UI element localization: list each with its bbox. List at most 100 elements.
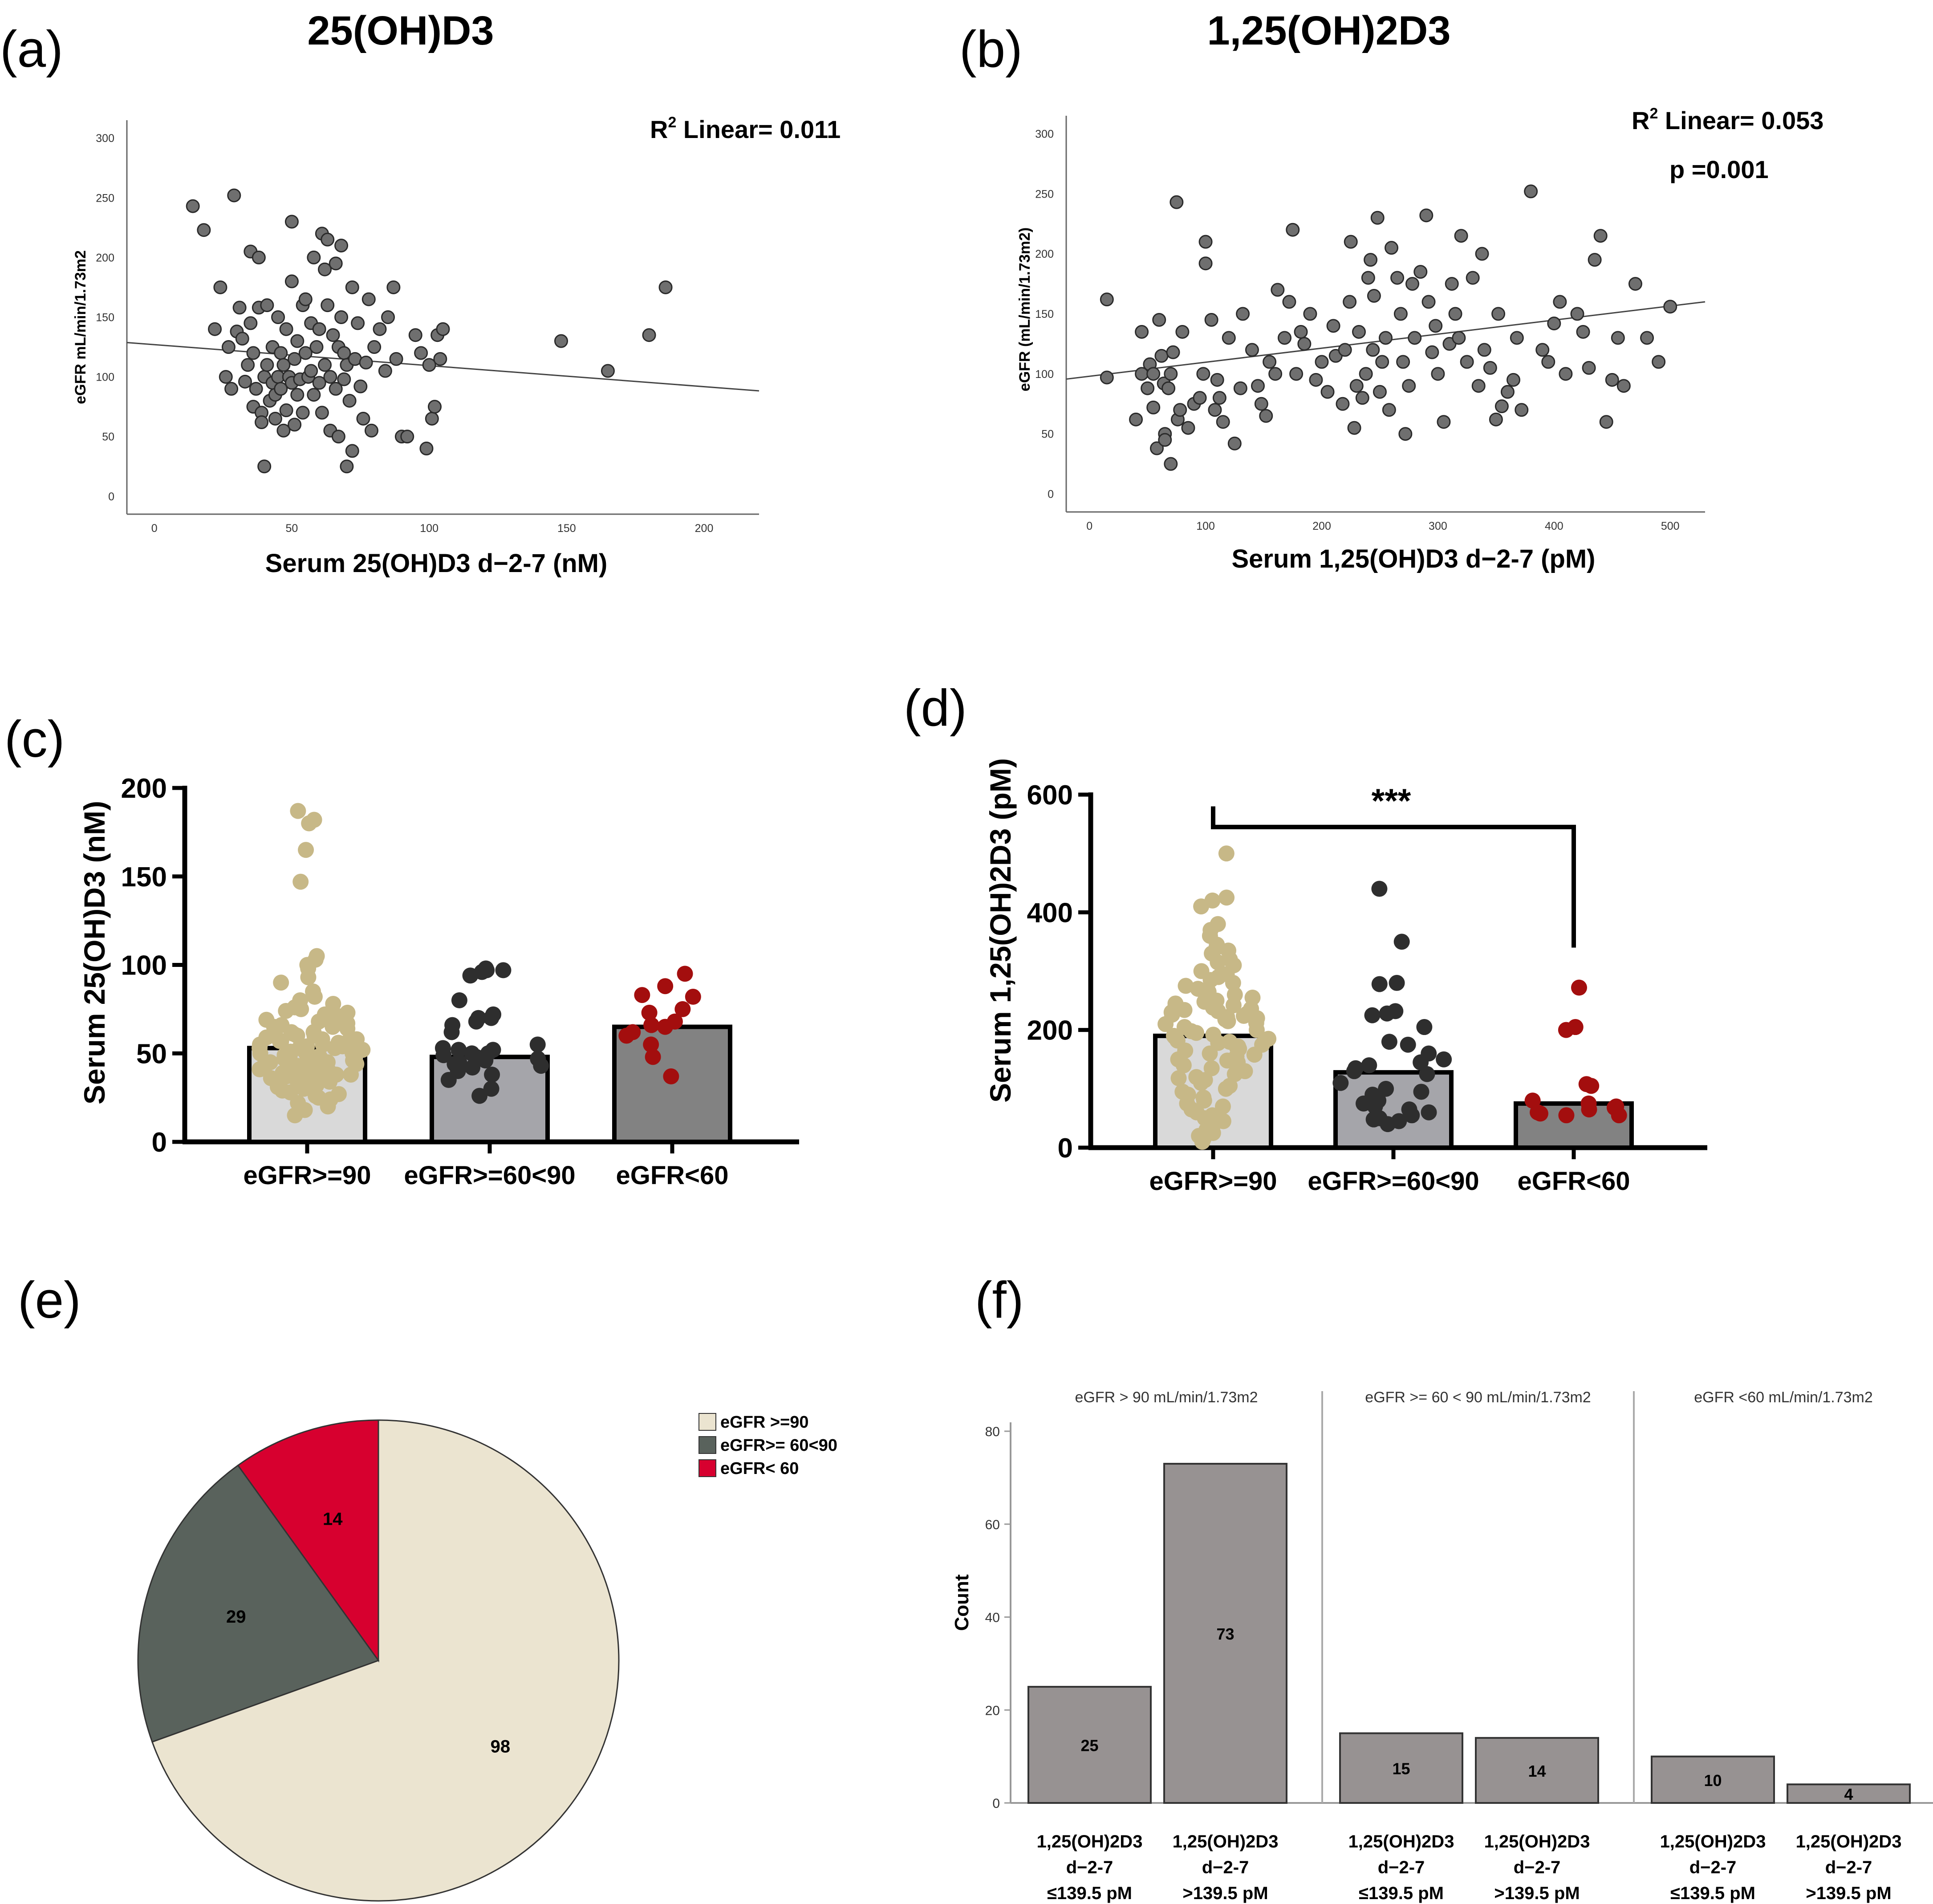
y-axis-label-c: Serum 25(OH)D3 (nM) [78,801,111,1104]
scatter-point-b [1233,381,1247,395]
data-dot-c [440,1072,457,1088]
y-tick-label-b: 0 [1048,488,1054,501]
scatter-point-a [386,280,401,294]
data-dot-c [339,1020,356,1037]
scatter-point-b [1445,277,1459,291]
x-tick-label-b: 200 [1312,520,1331,532]
scatter-point-a [554,334,568,348]
data-dot-d [1379,1005,1395,1022]
scatter-point-a [351,316,365,330]
scatter-point-a [268,411,282,426]
data-dot-d [1218,845,1235,862]
scatter-point-b [1628,277,1642,291]
x-tick-label-a: 100 [420,522,439,535]
scatter-point-a [208,322,222,336]
scatter-point-a [433,352,447,366]
data-dot-d [1393,934,1410,950]
data-dot-d [1332,1075,1349,1091]
scatter-point-b [1355,391,1369,405]
scatter-point-b [1359,367,1373,381]
scatter-point-b [1385,241,1399,255]
scatter-point-b [1652,355,1666,369]
bar-panel-d: Serum 1,25(OH)2D3 (pM) *** 0 200 400 600 eGF… [984,758,1707,1196]
scatter-point-b [1425,345,1439,359]
category-label-f: 1,25(OH)2D3 [1484,1832,1590,1851]
scatter-point-b [1251,379,1265,393]
scatter-point-b [1373,385,1387,399]
data-dot-c [641,1004,658,1021]
count-bar-label-f: 73 [1216,1625,1234,1643]
data-dot-c [483,1010,499,1026]
scatter-point-b [1402,379,1416,393]
data-dot-d [1188,1025,1205,1041]
category-label-d: eGFR>=90 [1149,1167,1277,1196]
category-label-f: 1,25(OH)2D3 [1660,1832,1766,1851]
scatter-point-a [249,382,263,396]
scatter-point-b [1524,184,1538,199]
data-dot-c [483,1080,499,1097]
scatter-point-a [298,292,313,306]
scatter-point-b [1344,235,1358,249]
scatter-point-b [1164,367,1178,381]
scatter-point-a [353,379,368,394]
y-tick-label-b: 150 [1035,308,1054,321]
scatter-point-b [1421,295,1436,309]
scatter-point-a [246,346,260,360]
scatter-point-b [1611,331,1625,345]
scatter-point-a [427,400,442,414]
count-bar-f [1475,1737,1599,1804]
scatter-point-a [329,382,343,396]
y-tick-label-a: 150 [96,312,114,324]
data-dot-d [1436,1051,1452,1068]
scatter-point-a [323,370,337,384]
scatter-point-b [1489,412,1503,426]
scatter-point-b [1227,436,1242,451]
scatter-point-b [1150,441,1164,455]
scatter-point-b [1576,325,1590,339]
scatter-point-a [658,280,673,294]
scatter-point-b [1222,331,1236,345]
scatter-point-a [309,340,324,354]
y-tick-label-a: 100 [96,371,114,384]
y-tick-label-f: 20 [985,1703,1000,1718]
category-label-f: >139.5 pM [1806,1884,1891,1903]
scatter-point-b [1100,292,1114,307]
y-tick-label-c: 200 [121,773,167,804]
data-dot-d [1220,1013,1236,1029]
scatter-point-a [290,388,305,402]
y-tick-label-b: 100 [1035,368,1054,381]
scatter-point-a [373,322,387,336]
scatter-point-a [260,358,274,372]
data-dot-d [1413,1054,1429,1071]
scatter-point-a [389,352,403,366]
scatter-point-b [1303,307,1317,321]
scatter-point-b [1338,343,1352,357]
category-label-f: 1,25(OH)2D3 [1173,1832,1279,1851]
scatter-point-b [1437,415,1451,429]
scatter-point-a [298,346,313,360]
scatter-point-b [1599,415,1613,429]
legend-label: eGFR>= 60<90 [720,1436,837,1455]
x-tick-label-a: 50 [286,522,298,535]
scatter-point-a [642,328,656,342]
scatter-point-b [1129,412,1143,426]
data-dot-d [1389,974,1405,991]
data-dot-c [451,1042,467,1058]
scatter-panel-b: 1,25(OH)2D3 R2 Linear= 0.053 p =0.001 Se… [1016,8,1823,573]
scatter-point-b [1326,319,1340,333]
category-label-f: ≤139.5 pM [1359,1884,1444,1903]
data-dot-c [468,1013,484,1030]
scatter-point-a [342,394,357,408]
scatter-point-a [364,423,378,438]
data-dot-d [1371,881,1388,897]
scatter-point-b [1161,381,1176,395]
scatter-point-b [1198,256,1213,271]
data-dot-c [533,1058,549,1074]
data-dot-d [1581,1101,1597,1118]
scatter-point-a [321,232,335,247]
data-dot-d [1196,1092,1212,1109]
scatter-point-a [312,322,326,336]
scatter-point-a [232,300,247,315]
data-dot-c [276,1051,292,1067]
